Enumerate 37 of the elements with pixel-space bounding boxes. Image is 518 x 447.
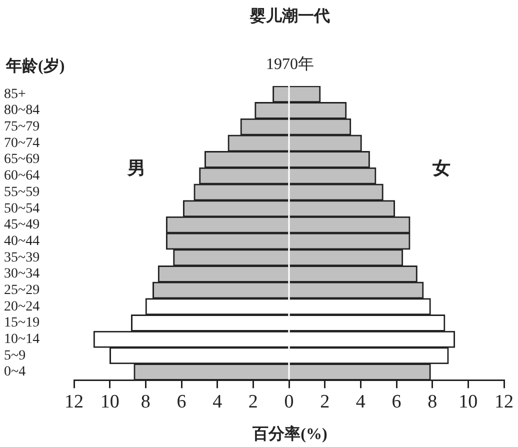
y-tick-label: 50~54 [4, 201, 40, 216]
x-tick-label: 2 [320, 392, 330, 413]
x-tick-label: 2 [248, 392, 258, 413]
x-tick-label: 4 [356, 392, 366, 413]
y-tick-label: 80~84 [4, 103, 40, 118]
x-tick-label: 10 [100, 392, 120, 413]
y-tick-label: 10~14 [4, 332, 40, 348]
y-tick-label: 0~4 [4, 364, 26, 380]
y-tick-label: 40~44 [4, 234, 40, 249]
x-tick-label: 8 [428, 392, 438, 413]
y-tick-label: 15~19 [4, 316, 40, 331]
x-tick-label: 6 [176, 392, 186, 413]
chart-subtitle: 1970年 [266, 55, 314, 75]
x-tick-label: 0 [284, 392, 294, 413]
chart-title: 婴儿潮一代 [250, 6, 330, 27]
y-tick-label: 5~9 [4, 348, 26, 364]
x-tick-label: 8 [140, 392, 150, 413]
x-tick-label: 4 [212, 392, 223, 413]
y-tick-label: 45~49 [4, 218, 40, 233]
y-tick-label: 25~29 [4, 282, 40, 298]
text: 女 [431, 158, 450, 178]
text: 男 [126, 158, 146, 178]
y-tick-label: 55~59 [4, 184, 40, 200]
x-tick-label: 12 [494, 392, 514, 413]
y-tick-label: 35~39 [4, 250, 40, 266]
x-tick-label: 12 [64, 392, 84, 413]
y-tick-label: 85+ [4, 86, 26, 102]
y-tick-label: 20~24 [4, 299, 40, 314]
y-axis-title: 年龄(岁) [6, 56, 65, 77]
x-tick-label: 10 [458, 392, 478, 413]
y-tick-label: 30~34 [4, 266, 40, 282]
x-tick-label: 6 [392, 392, 402, 413]
y-tick-label: 65~69 [4, 152, 40, 168]
y-tick-label: 70~74 [4, 136, 40, 151]
y-tick-label: 75~79 [4, 120, 40, 135]
y-tick-label: 60~64 [4, 168, 40, 184]
x-axis-title: 百分率(%) [252, 424, 328, 445]
